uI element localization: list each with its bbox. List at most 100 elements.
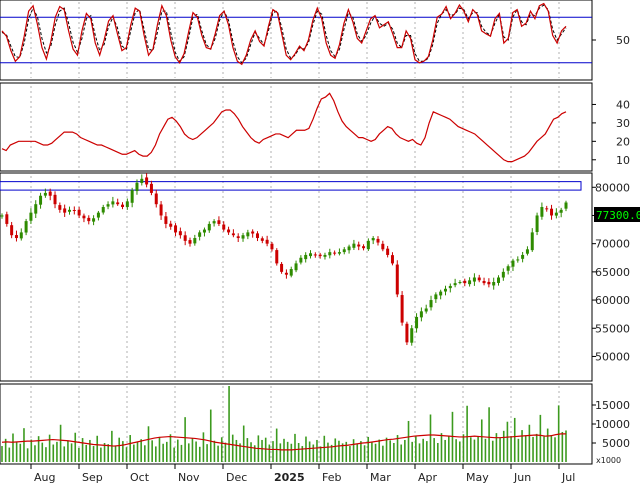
price-candle <box>121 204 125 208</box>
price-tick-label-2: 60000 <box>595 294 630 307</box>
x-tick-label-8: Apr <box>418 471 438 484</box>
volume-unit-label: x1000 <box>596 456 621 465</box>
price-candle <box>43 192 47 196</box>
price-candle <box>174 225 178 233</box>
price-candle <box>516 259 520 261</box>
x-tick-label-7: Mar <box>370 471 391 484</box>
price-candle <box>29 212 33 221</box>
price-tick-label-4: 70000 <box>595 238 630 251</box>
price-candle <box>342 249 346 253</box>
price-candle <box>530 232 534 251</box>
indicator-line <box>1 92 567 163</box>
price-tick-label-3: 65000 <box>595 266 630 279</box>
price-candle <box>284 272 288 275</box>
price-candle <box>352 243 356 248</box>
x-tick-label-5: 2025 <box>274 471 305 484</box>
price-candle <box>540 207 544 217</box>
last-price-tag <box>594 207 640 222</box>
price-candle <box>400 295 404 323</box>
price-candle <box>188 240 192 244</box>
price-candle <box>53 194 57 205</box>
price-candle <box>535 215 539 232</box>
indicator-panel <box>0 82 593 172</box>
x-tick-label-4: Dec <box>226 471 247 484</box>
volume-tick-label-2: 15000 <box>595 399 630 412</box>
price-candle <box>34 204 38 214</box>
price-candle <box>130 190 134 203</box>
price-tick-label-1: 55000 <box>595 322 630 335</box>
grid-lines <box>30 2 560 462</box>
price-candle <box>554 212 558 216</box>
price-candle <box>183 235 187 241</box>
indicator-tick-label-0: 10 <box>616 154 630 167</box>
price-candle <box>525 249 529 254</box>
price-candle <box>395 264 399 295</box>
price-candle <box>77 209 81 216</box>
price-candle <box>58 205 62 210</box>
price-candle <box>337 252 341 254</box>
price-candle <box>270 243 274 250</box>
price-candle <box>289 269 293 276</box>
price-candle <box>255 233 259 239</box>
price-candle <box>545 208 549 210</box>
price-tick-label-0: 50000 <box>595 350 630 363</box>
price-candle <box>19 232 23 239</box>
price-candle <box>550 208 554 216</box>
price-candle <box>381 243 385 250</box>
price-candle <box>116 202 120 205</box>
price-candle <box>125 201 129 208</box>
price-candle <box>48 191 52 196</box>
price-candle <box>366 240 370 250</box>
x-tick-label-0: Aug <box>34 471 55 484</box>
price-candle <box>246 232 250 237</box>
price-candle <box>333 252 337 254</box>
price-candle <box>178 231 182 236</box>
price-candle <box>96 212 100 218</box>
price-candle <box>424 308 428 312</box>
stochastic-tick-label-0: 50 <box>616 34 630 47</box>
x-tick-label-3: Nov <box>178 471 200 484</box>
price-candle <box>458 282 462 284</box>
price-candle <box>477 277 481 281</box>
price-candle <box>164 216 168 224</box>
price-candle <box>323 254 327 257</box>
price-candle <box>275 250 279 264</box>
price-candle <box>472 277 476 282</box>
price-candle <box>106 204 110 207</box>
price-candle <box>5 214 9 224</box>
price-candle <box>265 239 269 244</box>
price-tick-label-6: 80000 <box>595 181 630 194</box>
x-tick-label-10: Jun <box>513 471 531 484</box>
price-candle <box>140 178 144 183</box>
price-candle <box>39 195 43 205</box>
price-candle <box>82 215 86 219</box>
price-candle <box>318 254 322 257</box>
price-candle <box>111 201 115 205</box>
price-candle <box>376 238 380 243</box>
price-candle <box>212 221 216 224</box>
volume-average-line <box>1 433 566 451</box>
price-candle <box>169 223 173 227</box>
price-candle <box>280 263 284 272</box>
price-candle <box>159 204 163 216</box>
price-candle <box>309 253 313 257</box>
price-candle <box>506 266 510 271</box>
x-tick-label-2: Oct <box>130 471 150 484</box>
price-candle <box>260 238 264 241</box>
price-candle <box>241 235 245 239</box>
price-candle <box>482 280 486 284</box>
price-candle <box>434 294 438 300</box>
price-candle <box>443 288 447 292</box>
price-candle <box>390 255 394 264</box>
price-candle <box>231 233 235 236</box>
price-candle <box>371 238 375 241</box>
price-panel <box>0 172 593 382</box>
price-candle <box>501 271 505 278</box>
price-candle <box>193 238 197 244</box>
price-candle <box>386 248 390 255</box>
price-candle <box>135 182 139 192</box>
price-candle <box>313 254 317 256</box>
price-candle <box>14 235 18 239</box>
